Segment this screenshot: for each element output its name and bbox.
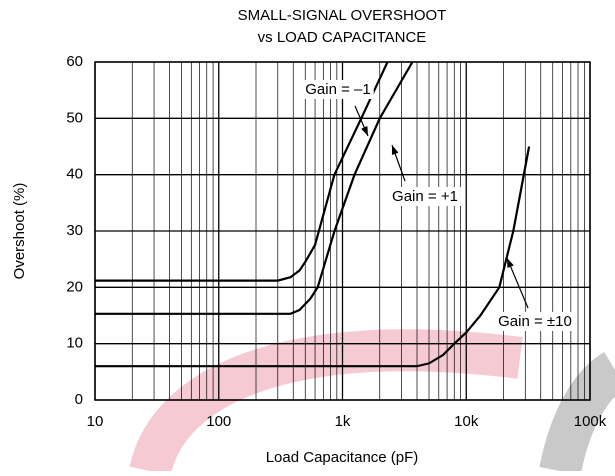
y-tick-label: 30 [66,222,83,239]
y-tick-label: 0 [75,391,83,408]
arrow-head [361,126,368,136]
watermark [539,351,615,476]
x-tick-label: 100k [574,413,607,430]
x-tick-label: 10 [87,413,104,430]
label-background [389,186,461,206]
series-line [95,61,389,282]
chart-title: SMALL-SIGNAL OVERSHOOT [238,7,447,24]
chart-title: vs LOAD CAPACITANCE [258,29,427,46]
y-tick-label: 60 [66,53,83,70]
series-line [95,61,414,315]
plot-frame [94,61,591,401]
series-label: Gain = –1 [305,81,370,98]
series-label: Gain = ±10 [498,313,572,330]
label-background [302,79,374,99]
y-tick-label: 40 [66,166,83,183]
y-tick-label: 10 [66,335,83,352]
x-tick-label: 10k [454,413,479,430]
x-axis-label: Load Capacitance (pF) [266,449,419,466]
y-tick-label: 20 [66,278,83,295]
series-line [95,146,531,368]
y-tick-label: 50 [66,109,83,126]
x-tick-label: 100 [206,413,231,430]
arrow-head [507,258,514,268]
y-axis-label: Overshoot (%) [11,183,28,280]
arrow-head [391,145,399,155]
series-label: Gain = +1 [392,188,458,205]
x-tick-label: 1k [335,413,351,430]
label-background [495,311,575,331]
watermark [129,329,523,476]
